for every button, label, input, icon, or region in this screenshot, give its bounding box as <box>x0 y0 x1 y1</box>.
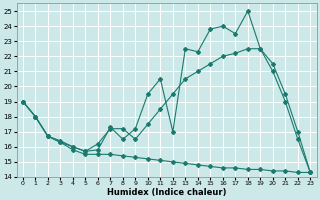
X-axis label: Humidex (Indice chaleur): Humidex (Indice chaleur) <box>107 188 226 197</box>
